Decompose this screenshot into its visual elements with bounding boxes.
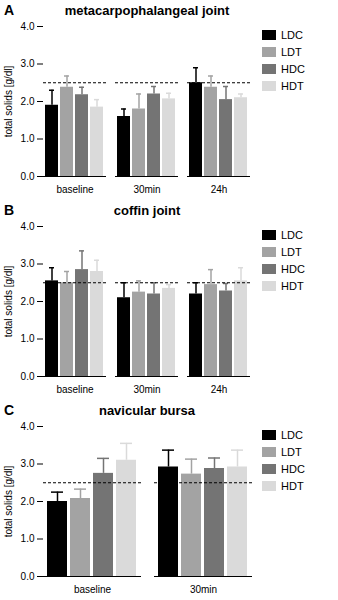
html-text:HDT: HDT <box>281 79 304 92</box>
html-text:HDT: HDT <box>281 279 304 292</box>
svg-text:3.0: 3.0 <box>21 258 35 269</box>
svg-text:30min: 30min <box>133 184 160 195</box>
svg-text:0.0: 0.0 <box>21 571 35 582</box>
svg-text:baseline: baseline <box>56 184 94 195</box>
svg-text:2.0: 2.0 <box>21 496 35 507</box>
svg-text:4.0: 4.0 <box>21 421 35 432</box>
svg-text:4.0: 4.0 <box>21 221 35 232</box>
svg-text:2.0: 2.0 <box>21 296 35 307</box>
html-text:LDT: LDT <box>281 445 302 458</box>
svg-text:3.0: 3.0 <box>21 58 35 69</box>
svg-text:0.0: 0.0 <box>21 371 35 382</box>
html-text:C: C <box>4 402 15 418</box>
html-text:HDC: HDC <box>281 62 305 75</box>
html-text:metacarpophalangeal joint: metacarpophalangeal joint <box>64 2 230 18</box>
html-text:LDT: LDT <box>281 45 302 58</box>
html-text:LDC: LDC <box>281 428 303 441</box>
html-text:navicular bursa: navicular bursa <box>98 402 195 418</box>
svg-text:total solids [g/dl]: total solids [g/dl] <box>3 65 14 137</box>
html-text:HDC: HDC <box>281 462 305 475</box>
svg-text:1.0: 1.0 <box>21 333 35 344</box>
svg-text:3.0: 3.0 <box>21 458 35 469</box>
html-text:HDT: HDT <box>281 479 304 492</box>
html-text:LDC: LDC <box>281 228 303 241</box>
html-text:B: B <box>4 202 15 218</box>
html-text:LDC: LDC <box>281 28 303 41</box>
html-text:coffin joint: coffin joint <box>113 202 181 218</box>
svg-text:baseline: baseline <box>56 384 94 395</box>
svg-text:30min: 30min <box>190 584 217 595</box>
svg-text:24h: 24h <box>211 184 228 195</box>
svg-text:4.0: 4.0 <box>21 21 35 32</box>
svg-text:24h: 24h <box>211 384 228 395</box>
html-text:HDC: HDC <box>281 262 305 275</box>
svg-text:total solids [g/dl]: total solids [g/dl] <box>3 265 14 337</box>
svg-text:total solids [g/dl]: total solids [g/dl] <box>3 465 14 537</box>
svg-text:0.0: 0.0 <box>21 171 35 182</box>
svg-text:30min: 30min <box>133 384 160 395</box>
html-text:A: A <box>4 2 15 18</box>
svg-text:1.0: 1.0 <box>21 533 35 544</box>
svg-text:2.0: 2.0 <box>21 96 35 107</box>
html-text:LDT: LDT <box>281 245 302 258</box>
svg-text:1.0: 1.0 <box>21 133 35 144</box>
svg-text:baseline: baseline <box>74 584 112 595</box>
